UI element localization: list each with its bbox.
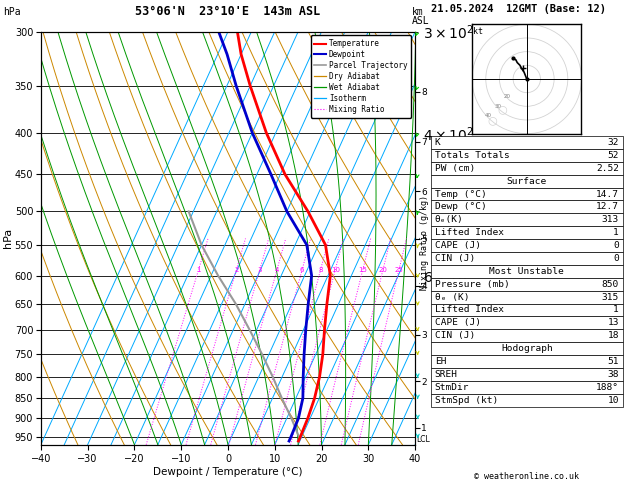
Text: Mixing Ratio (g/kg): Mixing Ratio (g/kg) bbox=[420, 195, 429, 291]
Text: 6: 6 bbox=[300, 267, 304, 273]
Text: 10: 10 bbox=[331, 267, 340, 273]
Text: 38: 38 bbox=[608, 370, 619, 379]
Text: 18: 18 bbox=[608, 331, 619, 340]
Text: CIN (J): CIN (J) bbox=[435, 254, 475, 263]
Text: 315: 315 bbox=[602, 293, 619, 302]
Text: 15: 15 bbox=[359, 267, 367, 273]
Text: SREH: SREH bbox=[435, 370, 458, 379]
Text: km: km bbox=[412, 7, 424, 17]
Text: PW (cm): PW (cm) bbox=[435, 164, 475, 173]
Text: 20: 20 bbox=[504, 94, 511, 99]
Text: 21.05.2024  12GMT (Base: 12): 21.05.2024 12GMT (Base: 12) bbox=[431, 4, 606, 14]
Text: hPa: hPa bbox=[3, 7, 21, 17]
Text: 53°06'N  23°10'E  143m ASL: 53°06'N 23°10'E 143m ASL bbox=[135, 5, 321, 18]
Text: 52: 52 bbox=[608, 151, 619, 160]
X-axis label: Dewpoint / Temperature (°C): Dewpoint / Temperature (°C) bbox=[153, 467, 303, 477]
Text: 13: 13 bbox=[608, 318, 619, 328]
Text: 30: 30 bbox=[494, 104, 501, 109]
Text: StmDir: StmDir bbox=[435, 382, 469, 392]
Text: Most Unstable: Most Unstable bbox=[489, 267, 564, 276]
Text: StmSpd (kt): StmSpd (kt) bbox=[435, 396, 498, 405]
Text: 10: 10 bbox=[608, 396, 619, 405]
Text: θₑ (K): θₑ (K) bbox=[435, 293, 469, 302]
Text: 51: 51 bbox=[608, 357, 619, 366]
Text: 2.52: 2.52 bbox=[596, 164, 619, 173]
Text: θₑ(K): θₑ(K) bbox=[435, 215, 464, 225]
Text: 850: 850 bbox=[602, 279, 619, 289]
Y-axis label: km
ASL: km ASL bbox=[475, 238, 493, 260]
Text: 1: 1 bbox=[196, 267, 201, 273]
Text: K: K bbox=[435, 138, 440, 147]
Text: 188°: 188° bbox=[596, 382, 619, 392]
Text: Pressure (mb): Pressure (mb) bbox=[435, 279, 509, 289]
Text: ○: ○ bbox=[487, 115, 498, 125]
Text: 40: 40 bbox=[485, 113, 492, 118]
Text: CAPE (J): CAPE (J) bbox=[435, 318, 481, 328]
Text: Surface: Surface bbox=[507, 176, 547, 186]
Text: Lifted Index: Lifted Index bbox=[435, 305, 504, 314]
Text: ASL: ASL bbox=[412, 16, 430, 26]
Text: Dewp (°C): Dewp (°C) bbox=[435, 202, 486, 211]
Text: 12.7: 12.7 bbox=[596, 202, 619, 211]
Y-axis label: hPa: hPa bbox=[3, 228, 13, 248]
Text: 20: 20 bbox=[379, 267, 387, 273]
Text: 32: 32 bbox=[608, 138, 619, 147]
Text: 14.7: 14.7 bbox=[596, 190, 619, 199]
Text: 8: 8 bbox=[318, 267, 323, 273]
Text: CAPE (J): CAPE (J) bbox=[435, 241, 481, 250]
Text: 2: 2 bbox=[234, 267, 238, 273]
Text: 0: 0 bbox=[613, 254, 619, 263]
Legend: Temperature, Dewpoint, Parcel Trajectory, Dry Adiabat, Wet Adiabat, Isotherm, Mi: Temperature, Dewpoint, Parcel Trajectory… bbox=[311, 35, 411, 118]
Text: CIN (J): CIN (J) bbox=[435, 331, 475, 340]
Text: 3: 3 bbox=[257, 267, 262, 273]
Text: 0: 0 bbox=[613, 241, 619, 250]
Text: © weatheronline.co.uk: © weatheronline.co.uk bbox=[474, 472, 579, 481]
Text: kt: kt bbox=[474, 27, 484, 36]
Text: 313: 313 bbox=[602, 215, 619, 225]
Text: 1: 1 bbox=[613, 305, 619, 314]
Text: Lifted Index: Lifted Index bbox=[435, 228, 504, 237]
Text: 4: 4 bbox=[275, 267, 279, 273]
Text: Hodograph: Hodograph bbox=[501, 344, 553, 353]
Text: 1: 1 bbox=[613, 228, 619, 237]
Text: Totals Totals: Totals Totals bbox=[435, 151, 509, 160]
Text: Temp (°C): Temp (°C) bbox=[435, 190, 486, 199]
Text: EH: EH bbox=[435, 357, 446, 366]
Text: LCL: LCL bbox=[416, 434, 430, 444]
Text: 25: 25 bbox=[394, 267, 403, 273]
Text: ○: ○ bbox=[498, 104, 507, 114]
